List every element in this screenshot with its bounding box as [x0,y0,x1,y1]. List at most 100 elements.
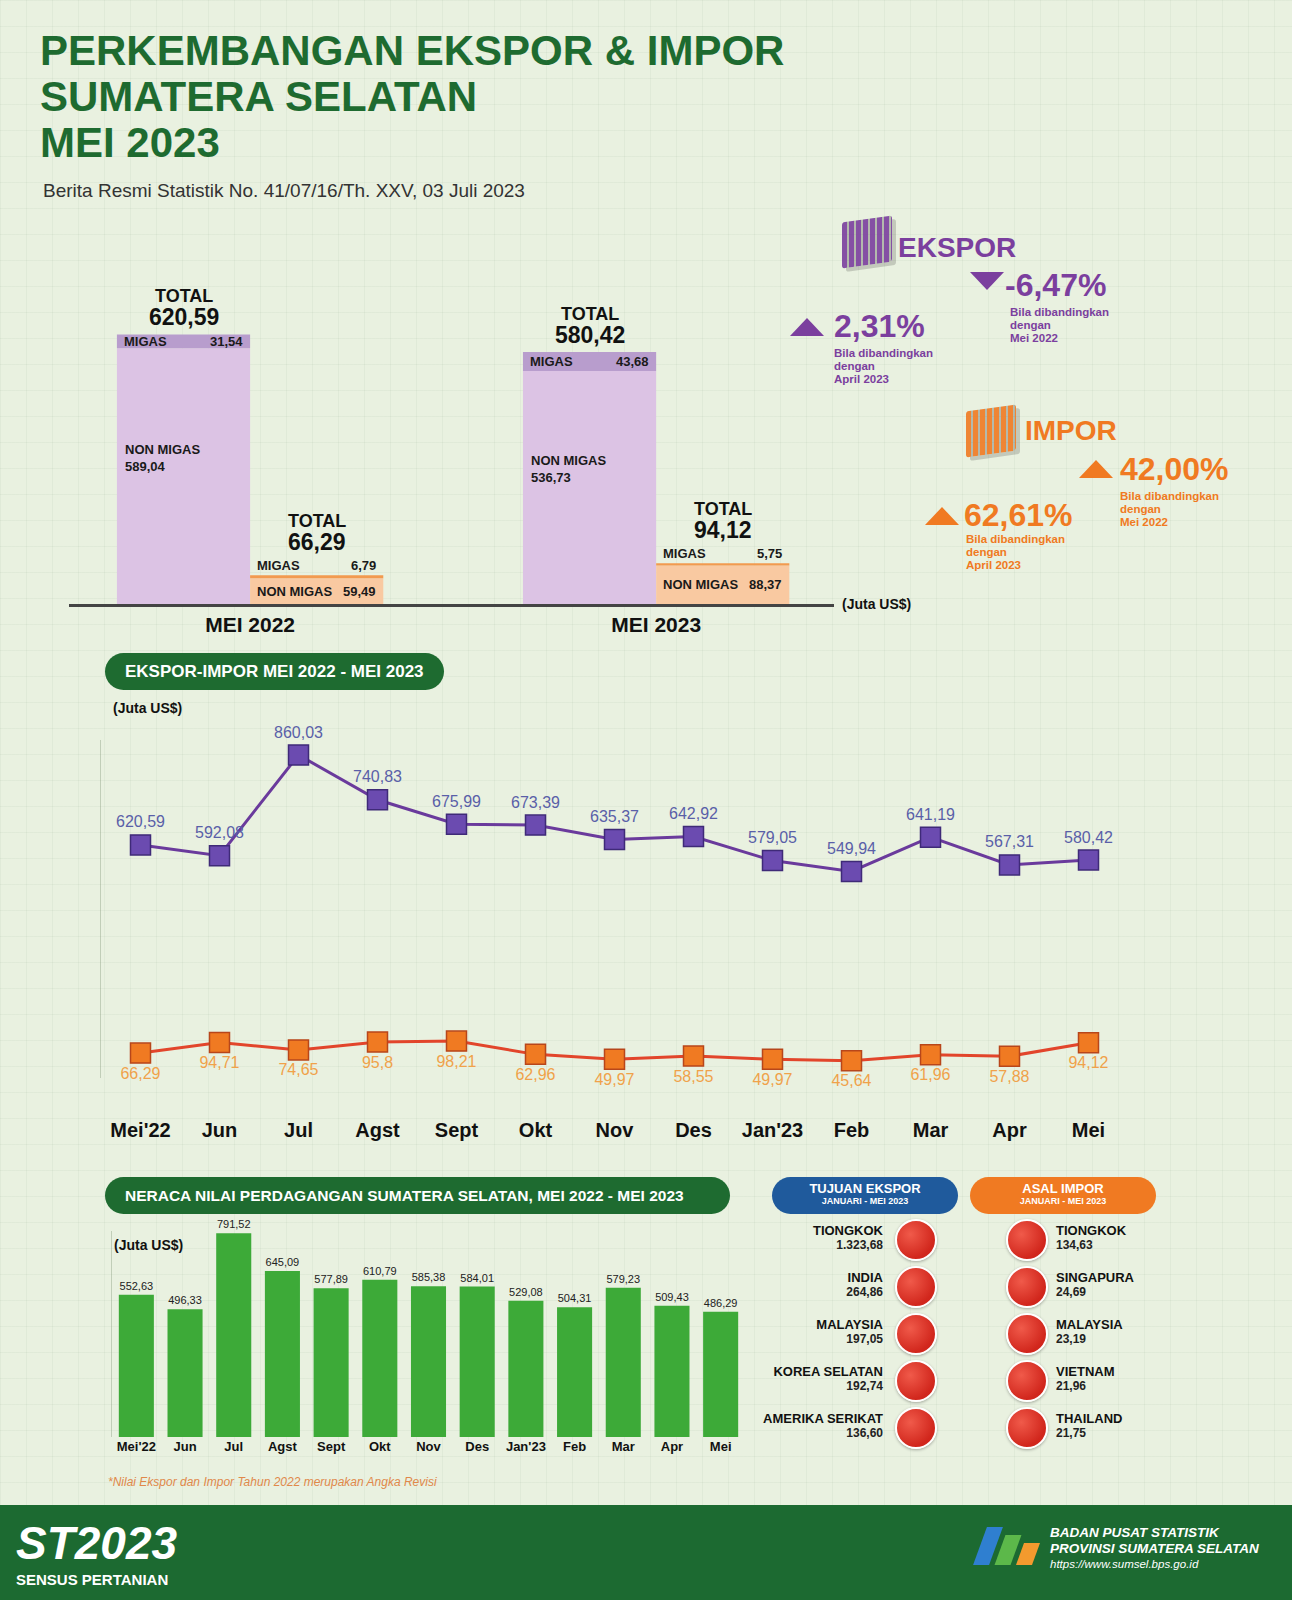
html-text:SUMATERA SELATAN: SUMATERA SELATAN [40,73,478,120]
svg-text:Apr: Apr [661,1439,683,1454]
html-text:MEI 2023: MEI 2023 [40,119,220,166]
svg-text:592,08: 592,08 [195,824,244,841]
svg-text:(Juta US$): (Juta US$) [114,1237,183,1253]
svg-text:496,33: 496,33 [168,1294,202,1306]
svg-text:58,55: 58,55 [673,1068,713,1085]
svg-text:Jan'23: Jan'23 [506,1439,546,1454]
svg-text:TOTAL: TOTAL [694,499,752,519]
svg-text:45,64: 45,64 [831,1072,871,1089]
svg-text:Jan'23: Jan'23 [742,1119,803,1141]
svg-text:Feb: Feb [563,1439,586,1454]
svg-text:580,42: 580,42 [555,322,625,348]
svg-text:675,99: 675,99 [432,793,481,810]
svg-text:579,23: 579,23 [606,1273,640,1285]
html-text:42,00%: 42,00% [1120,451,1229,487]
svg-text:NON MIGAS589,04: NON MIGAS589,04 [125,442,200,474]
svg-text:Okt: Okt [519,1119,553,1141]
html-text:2,31%: 2,31% [834,308,925,344]
svg-text:43,68: 43,68 [616,354,649,369]
svg-text:TOTAL: TOTAL [561,304,619,324]
svg-text:6,79: 6,79 [351,558,376,573]
html-text:-6,47%: -6,47% [1005,267,1107,303]
svg-text:509,43: 509,43 [655,1291,689,1303]
svg-text:NON MIGAS: NON MIGAS [663,577,738,592]
svg-text:66,29: 66,29 [288,529,346,555]
svg-text:Mei'22: Mei'22 [110,1119,170,1141]
svg-text:580,42: 580,42 [1064,829,1113,846]
svg-text:Agst: Agst [355,1119,400,1141]
svg-text:Mei'22: Mei'22 [117,1439,156,1454]
svg-text:49,97: 49,97 [594,1071,634,1088]
svg-text:620,59: 620,59 [149,304,219,330]
svg-text:(Juta US$): (Juta US$) [113,700,182,716]
svg-text:Apr: Apr [992,1119,1027,1141]
svg-text:31,54: 31,54 [210,334,243,349]
svg-text:585,38: 585,38 [412,1271,446,1283]
svg-text:740,83: 740,83 [353,768,402,785]
svg-text:579,05: 579,05 [748,829,797,846]
svg-text:94,12: 94,12 [694,517,752,543]
svg-text:Agst: Agst [268,1439,298,1454]
svg-text:MEI 2023: MEI 2023 [611,613,701,636]
svg-text:Mei: Mei [710,1439,732,1454]
svg-text:635,37: 635,37 [590,808,639,825]
svg-text:49,97: 49,97 [752,1071,792,1088]
svg-text:94,12: 94,12 [1068,1054,1108,1071]
svg-text:Jul: Jul [284,1119,313,1141]
svg-text:549,94: 549,94 [827,840,876,857]
svg-text:Des: Des [675,1119,712,1141]
html-text:PERKEMBANGAN EKSPOR & IMPOR: PERKEMBANGAN EKSPOR & IMPOR [40,27,785,74]
svg-text:552,63: 552,63 [120,1280,154,1292]
svg-text:MIGAS: MIGAS [257,558,300,573]
svg-text:MIGAS: MIGAS [530,354,573,369]
svg-text:860,03: 860,03 [274,724,323,741]
svg-text:504,31: 504,31 [558,1292,592,1304]
svg-text:620,59: 620,59 [116,813,165,830]
svg-text:610,79: 610,79 [363,1265,397,1277]
svg-text:Sept: Sept [317,1439,346,1454]
svg-text:MIGAS: MIGAS [124,334,167,349]
svg-text:Jun: Jun [202,1119,238,1141]
svg-text:MEI 2022: MEI 2022 [205,613,295,636]
svg-text:NON MIGAS536,73: NON MIGAS536,73 [531,453,606,485]
svg-text:57,88: 57,88 [989,1068,1029,1085]
html-text:ST2023: ST2023 [16,1517,178,1569]
svg-text:66,29: 66,29 [120,1065,160,1082]
svg-text:645,09: 645,09 [266,1256,300,1268]
svg-text:95,8: 95,8 [362,1054,393,1071]
svg-text:Sept: Sept [435,1119,479,1141]
svg-text:Nov: Nov [596,1119,635,1141]
svg-text:74,65: 74,65 [278,1061,318,1078]
svg-text:Jun: Jun [173,1439,196,1454]
svg-text:MIGAS: MIGAS [663,546,706,561]
svg-text:TOTAL: TOTAL [288,511,346,531]
svg-text:Mar: Mar [612,1439,635,1454]
svg-text:62,96: 62,96 [515,1066,555,1083]
svg-text:Jul: Jul [224,1439,243,1454]
svg-text:(Juta US$): (Juta US$) [842,596,911,612]
svg-text:Okt: Okt [369,1439,391,1454]
svg-text:Feb: Feb [834,1119,870,1141]
svg-text:486,29: 486,29 [704,1297,738,1309]
svg-text:TOTAL: TOTAL [155,286,213,306]
svg-text:Mei: Mei [1072,1119,1105,1141]
svg-text:Nov: Nov [416,1439,441,1454]
svg-text:94,71: 94,71 [199,1054,239,1071]
svg-text:791,52: 791,52 [217,1218,251,1230]
svg-text:641,19: 641,19 [906,806,955,823]
svg-text:577,89: 577,89 [314,1273,348,1285]
svg-text:NON MIGAS: NON MIGAS [257,584,332,599]
html-text:62,61%: 62,61% [964,497,1073,533]
svg-text:642,92: 642,92 [669,805,718,822]
svg-text:59,49: 59,49 [343,584,376,599]
svg-text:88,37: 88,37 [749,577,782,592]
svg-text:5,75: 5,75 [757,546,782,561]
svg-text:98,21: 98,21 [436,1053,476,1070]
svg-text:673,39: 673,39 [511,794,560,811]
svg-text:529,08: 529,08 [509,1286,543,1298]
svg-text:567,31: 567,31 [985,833,1034,850]
svg-text:Mar: Mar [913,1119,949,1141]
svg-text:Des: Des [465,1439,489,1454]
svg-text:61,96: 61,96 [910,1066,950,1083]
svg-text:584,01: 584,01 [460,1272,494,1284]
